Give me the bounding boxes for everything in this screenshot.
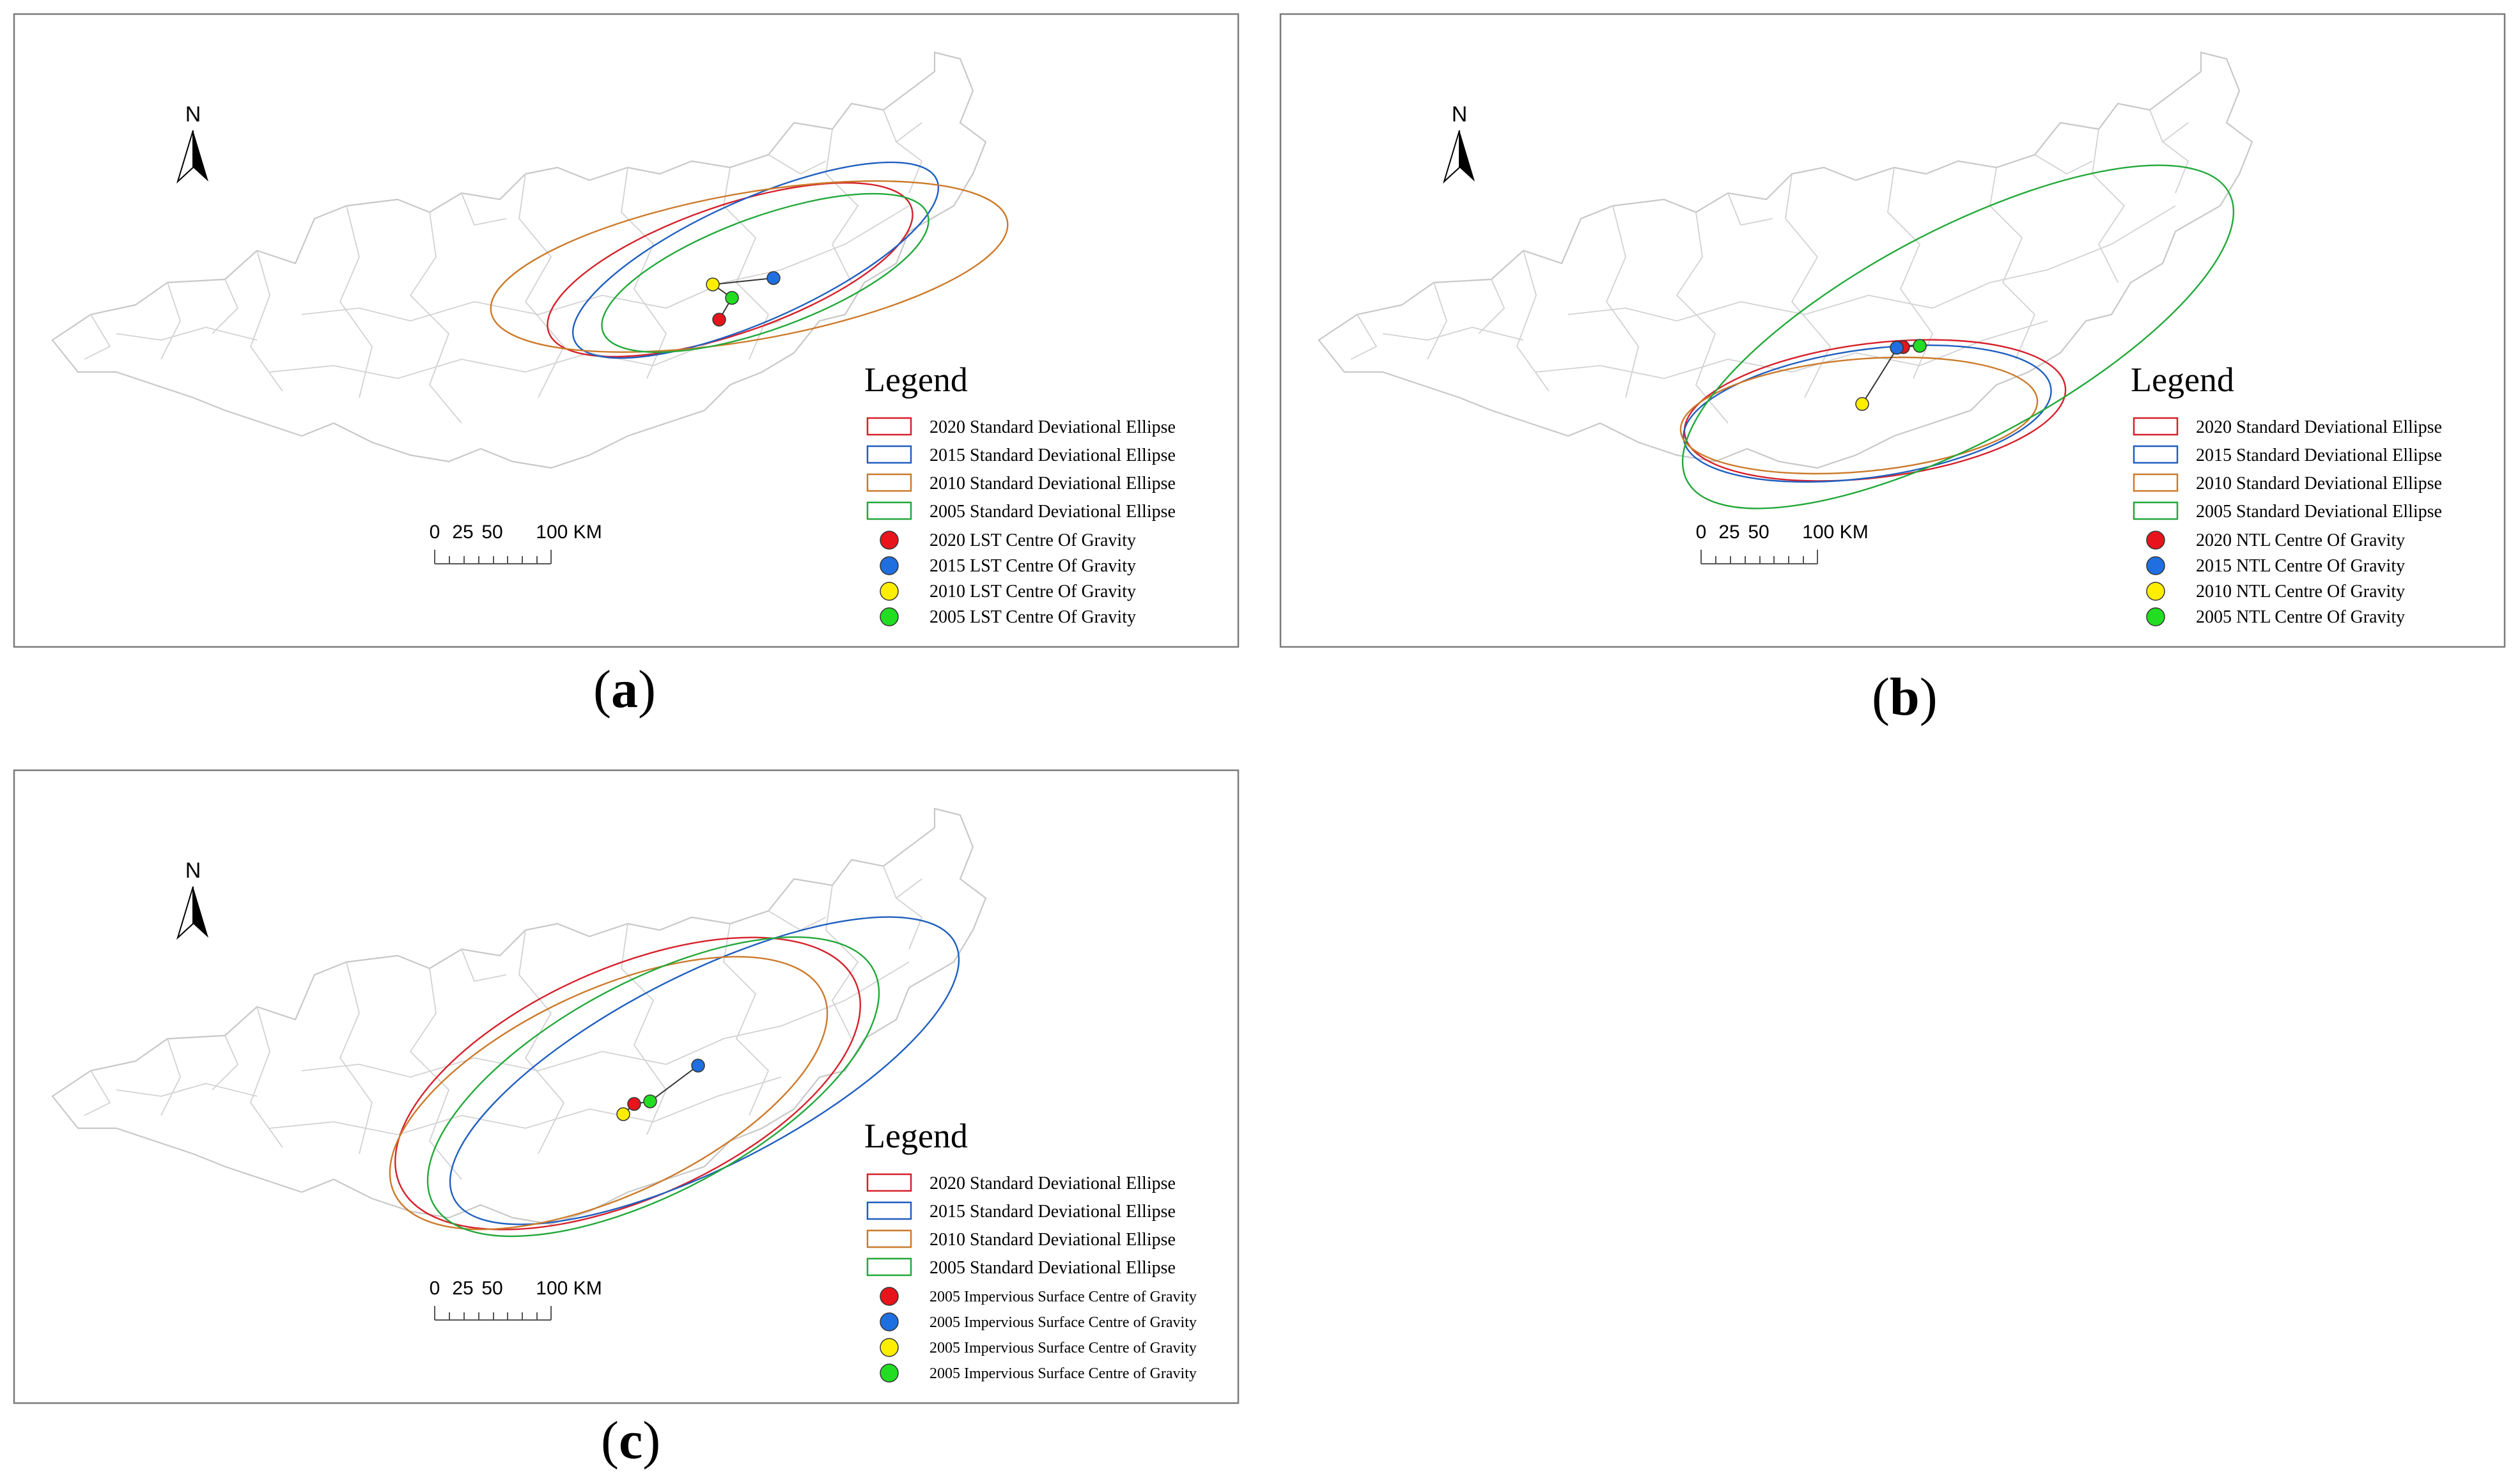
legend: Legend 2020 Standard Deviational Ellipse… bbox=[864, 361, 1176, 627]
legend-centre-2010: 2010 NTL Centre Of Gravity bbox=[2196, 582, 2405, 602]
ellipse-2005 bbox=[426, 936, 880, 1238]
centre-2020 bbox=[627, 1097, 641, 1111]
ellipse-2010 bbox=[490, 180, 1009, 353]
ellipse-2020 bbox=[547, 182, 914, 358]
caption-letter: b bbox=[1889, 667, 1920, 727]
ellipse-2010 bbox=[389, 956, 828, 1231]
ellipse-2015 bbox=[449, 916, 960, 1225]
scale-bar: 0 25 50 100 KM bbox=[1696, 522, 1869, 564]
legend-ellipse-2010: 2010 Standard Deviational Ellipse bbox=[929, 474, 1176, 493]
scale-tick-50: 50 bbox=[481, 1278, 502, 1299]
centre-2015 bbox=[766, 271, 781, 285]
centre-2005 bbox=[725, 291, 739, 305]
deviational-ellipses bbox=[1679, 164, 2235, 509]
scale-tick-25: 25 bbox=[452, 522, 473, 543]
legend-ellipse-2005: 2005 Standard Deviational Ellipse bbox=[2196, 502, 2442, 522]
legend-centre-2010: 2010 LST Centre Of Gravity bbox=[929, 582, 1136, 602]
scale-tick-50: 50 bbox=[481, 522, 502, 543]
caption-letter: a bbox=[611, 660, 638, 719]
north-arrow-icon: N bbox=[176, 858, 208, 940]
legend-ellipse-2015: 2015 Standard Deviational Ellipse bbox=[929, 1202, 1176, 1222]
legend-ellipse-2010: 2010 Standard Deviational Ellipse bbox=[929, 1230, 1176, 1250]
scale-tick-50: 50 bbox=[1748, 522, 1769, 543]
ellipse-2020 bbox=[1683, 339, 2067, 482]
scale-tick-0: 0 bbox=[430, 522, 440, 543]
legend-centre-blue: 2005 Impervious Surface Centre of Gravit… bbox=[929, 1314, 1197, 1331]
legend-centre-red: 2005 Impervious Surface Centre of Gravit… bbox=[929, 1289, 1197, 1305]
legend-centre-2005: 2005 LST Centre Of Gravity bbox=[929, 607, 1136, 627]
legend: Legend 2020 Standard Deviational Ellipse… bbox=[864, 1117, 1197, 1383]
scale-tick-100: 100 KM bbox=[536, 522, 602, 543]
panel-c: N 0 25 50 100 KM Legend bbox=[13, 769, 1240, 1404]
legend-centre-2020: 2020 LST Centre Of Gravity bbox=[929, 531, 1136, 550]
ellipse-2015 bbox=[572, 161, 940, 359]
legend-centre-2015: 2015 LST Centre Of Gravity bbox=[929, 556, 1136, 576]
centre-2005 bbox=[1913, 339, 1927, 353]
panel-b: N 0 25 50 100 KM Legend bbox=[1279, 13, 2506, 648]
centre-2010 bbox=[706, 277, 720, 291]
caption-letter: c bbox=[618, 1411, 643, 1470]
gravity-centres bbox=[616, 1059, 705, 1121]
scale-tick-100: 100 KM bbox=[536, 1278, 602, 1299]
centre-2015 bbox=[691, 1059, 705, 1073]
legend-ellipse-2005: 2005 Standard Deviational Ellipse bbox=[929, 502, 1176, 522]
caption-a: (a) bbox=[593, 660, 656, 719]
legend-ellipse-2020: 2020 Standard Deviational Ellipse bbox=[929, 1174, 1176, 1193]
legend-centre-yellow: 2005 Impervious Surface Centre of Gravit… bbox=[929, 1340, 1197, 1356]
caption-c: (c) bbox=[601, 1411, 661, 1470]
legend-title: Legend bbox=[864, 361, 968, 399]
legend-centre-2005: 2005 NTL Centre Of Gravity bbox=[2196, 607, 2405, 627]
legend-ellipse-2020: 2020 Standard Deviational Ellipse bbox=[929, 417, 1176, 437]
legend-ellipse-2005: 2005 Standard Deviational Ellipse bbox=[929, 1258, 1176, 1278]
scale-tick-0: 0 bbox=[1696, 522, 1707, 543]
scale-tick-0: 0 bbox=[430, 1278, 440, 1299]
legend-centre-2020: 2020 NTL Centre Of Gravity bbox=[2196, 531, 2405, 550]
scale-tick-100: 100 KM bbox=[1802, 522, 1868, 543]
deviational-ellipses bbox=[389, 916, 960, 1238]
centre-2005 bbox=[643, 1094, 657, 1108]
legend-title: Legend bbox=[864, 1117, 968, 1155]
scale-bar: 0 25 50 100 KM bbox=[430, 522, 602, 564]
legend-title: Legend bbox=[2131, 361, 2234, 399]
scale-bar: 0 25 50 100 KM bbox=[430, 1278, 602, 1321]
centre-2010 bbox=[1855, 397, 1869, 411]
north-label: N bbox=[1452, 102, 1468, 127]
gravity-centres bbox=[706, 271, 781, 327]
north-arrow-icon: N bbox=[176, 102, 208, 184]
scale-tick-25: 25 bbox=[452, 1278, 473, 1299]
north-label: N bbox=[185, 102, 201, 127]
panel-a: N 0 25 50 100 KM Legend bbox=[13, 13, 1240, 648]
north-arrow-icon: N bbox=[1442, 102, 1475, 184]
legend-centre-2015: 2015 NTL Centre Of Gravity bbox=[2196, 556, 2405, 576]
centre-2010 bbox=[616, 1107, 630, 1121]
centre-2020 bbox=[712, 313, 726, 327]
deviational-ellipses bbox=[490, 161, 1009, 359]
legend-ellipse-2020: 2020 Standard Deviational Ellipse bbox=[2196, 417, 2442, 437]
legend-ellipse-2010: 2010 Standard Deviational Ellipse bbox=[2196, 474, 2442, 493]
legend-ellipse-2015: 2015 Standard Deviational Ellipse bbox=[929, 446, 1176, 465]
caption-b: (b) bbox=[1872, 667, 1938, 727]
scale-tick-25: 25 bbox=[1718, 522, 1739, 543]
centre-2015 bbox=[1890, 341, 1904, 355]
legend-centre-green: 2005 Impervious Surface Centre of Gravit… bbox=[929, 1365, 1197, 1382]
legend: Legend 2020 Standard Deviational Ellipse… bbox=[2131, 361, 2442, 627]
north-label: N bbox=[185, 858, 201, 883]
ellipse-2005 bbox=[601, 192, 929, 353]
ellipse-2010 bbox=[1679, 356, 2039, 475]
gravity-centres bbox=[1855, 339, 1927, 411]
legend-ellipse-2015: 2015 Standard Deviational Ellipse bbox=[2196, 446, 2442, 465]
ellipse-2005 bbox=[1681, 164, 2235, 509]
